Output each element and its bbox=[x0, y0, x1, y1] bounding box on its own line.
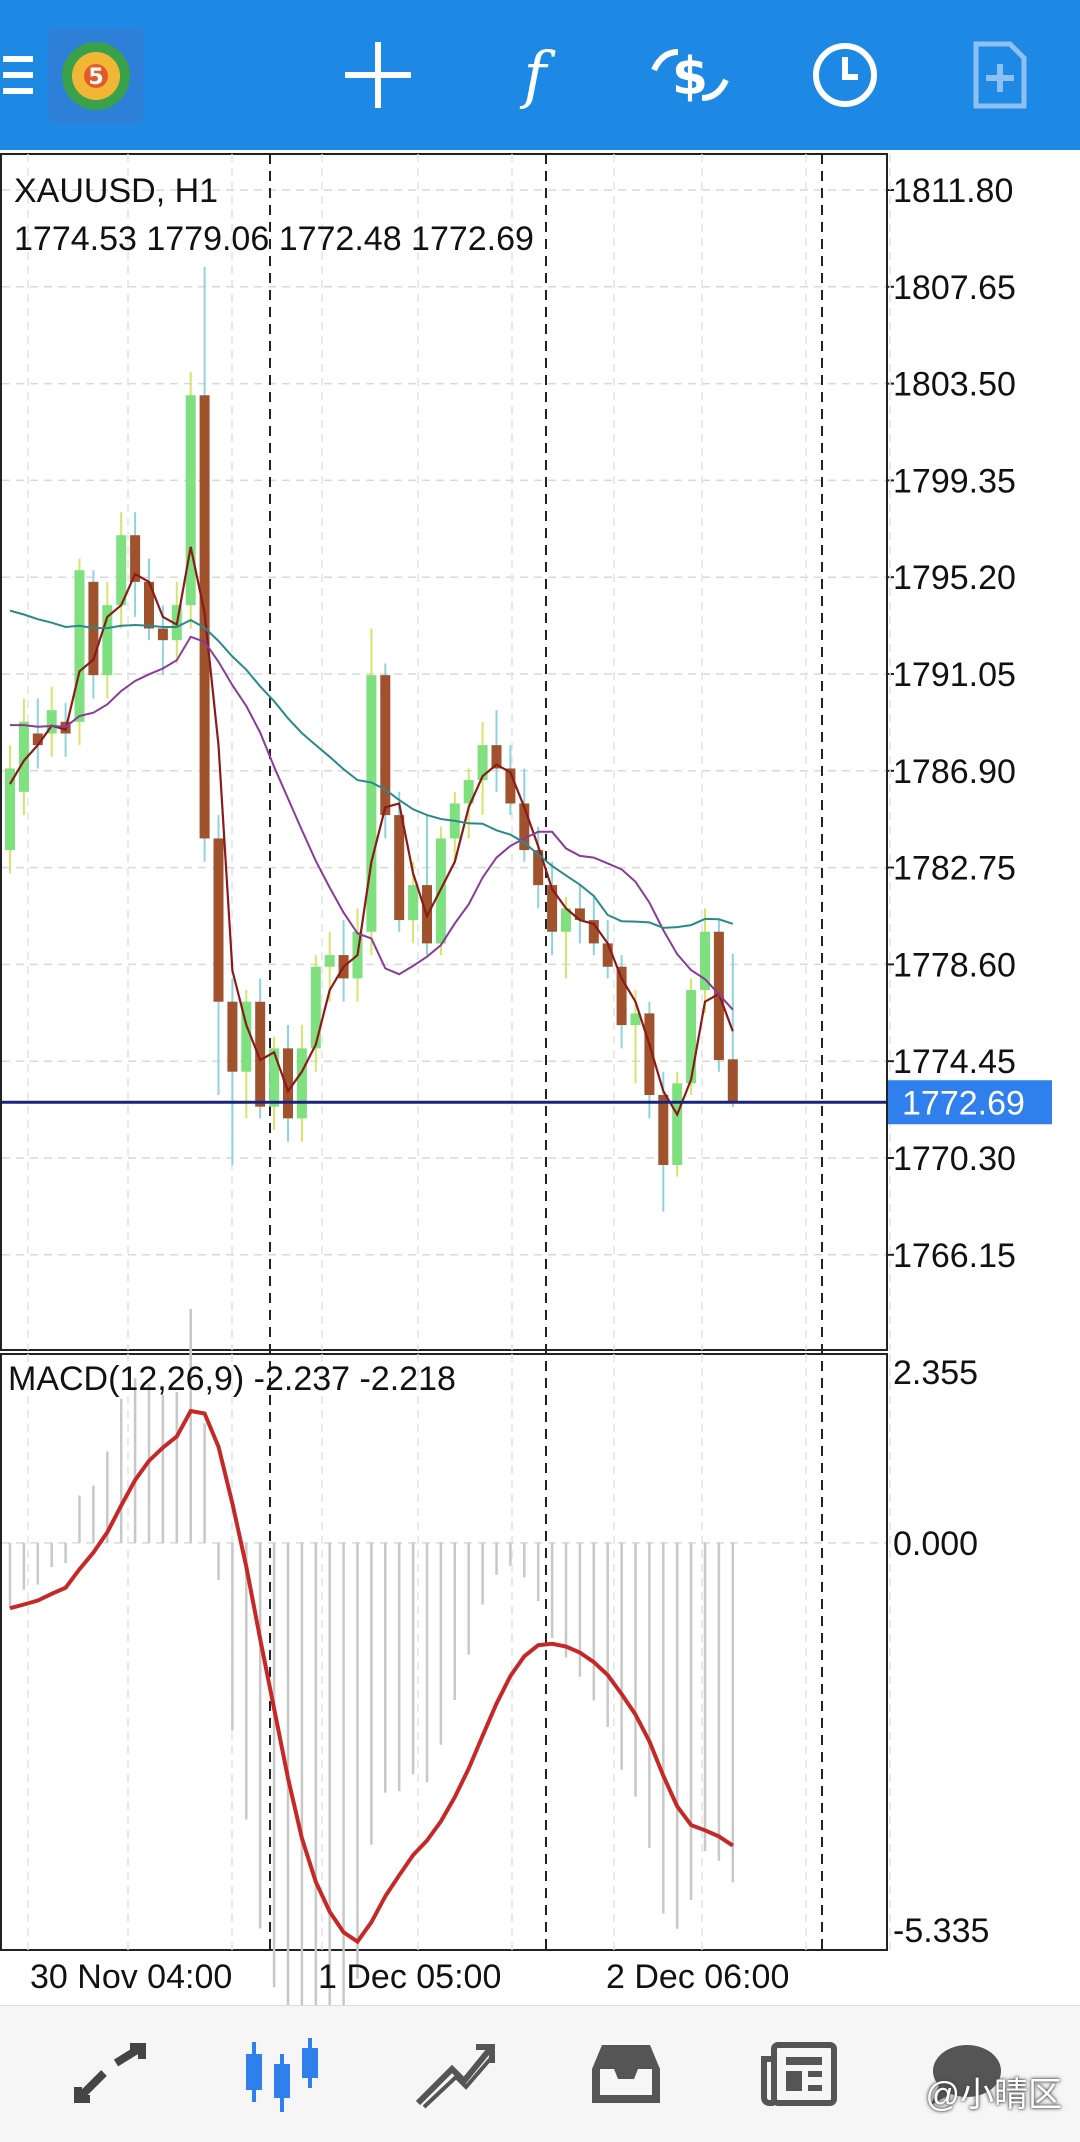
price-tick-label: 1766.15 bbox=[893, 1237, 1016, 1275]
candle-body bbox=[394, 815, 405, 921]
candle-body bbox=[602, 943, 613, 967]
candle-body bbox=[644, 1013, 655, 1096]
candle-body bbox=[185, 395, 196, 606]
candle-body bbox=[519, 803, 530, 851]
app-logo-icon[interactable]: 5 bbox=[48, 28, 144, 124]
candle-body bbox=[227, 1001, 238, 1072]
top-toolbar: 5 f $ bbox=[0, 0, 1080, 150]
candle-body bbox=[283, 1048, 293, 1119]
candle-body bbox=[616, 966, 627, 1026]
current-price-label: 1772.69 bbox=[902, 1084, 1025, 1122]
candle-body bbox=[296, 1048, 307, 1119]
candle-body bbox=[366, 675, 377, 932]
new-order-icon[interactable] bbox=[970, 0, 1030, 150]
candle-body bbox=[491, 745, 502, 769]
watermark-text: @小晴区 bbox=[925, 2076, 1062, 2114]
candle-body bbox=[463, 780, 474, 804]
candle-body bbox=[18, 721, 29, 792]
macd-label: MACD(12,26,9) -2.237 -2.218 bbox=[8, 1360, 456, 1398]
time-axis-label: 30 Nov 04:00 bbox=[30, 1958, 232, 1996]
candle-body bbox=[561, 908, 571, 932]
candle-body bbox=[686, 990, 697, 1084]
messages-icon[interactable] bbox=[905, 2006, 1025, 2142]
candle-body bbox=[324, 955, 335, 967]
candle-body bbox=[588, 920, 599, 944]
current-price-tag bbox=[888, 1080, 1052, 1125]
price-tick-label: 1774.45 bbox=[893, 1043, 1016, 1081]
price-tick-label: 1778.60 bbox=[893, 946, 1016, 984]
trade-icon[interactable] bbox=[394, 2006, 514, 2142]
candle-body bbox=[116, 535, 127, 606]
candle-body bbox=[533, 850, 544, 886]
candle-body bbox=[46, 710, 57, 734]
indicators-icon[interactable]: f bbox=[500, 0, 570, 150]
macd-signal-line bbox=[9, 1408, 734, 1945]
price-tick-label: 1807.65 bbox=[893, 269, 1016, 307]
candle-body bbox=[255, 1001, 266, 1107]
news-icon[interactable] bbox=[740, 2006, 860, 2142]
price-tick-label: 1795.20 bbox=[893, 559, 1016, 597]
candle-body bbox=[672, 1083, 683, 1165]
history-icon[interactable] bbox=[566, 2006, 686, 2142]
ma-fast-line bbox=[9, 546, 734, 1117]
candle-body bbox=[130, 535, 141, 582]
candle-body bbox=[700, 931, 710, 991]
macd-tick-label: 0.000 bbox=[893, 1525, 978, 1563]
time-axis-label: 1 Dec 05:00 bbox=[318, 1958, 501, 1996]
chart-area[interactable]: 1811.80 1807.65 1803.50 1799.35 1795.20 1791.… bbox=[0, 150, 1080, 2005]
menu-icon[interactable] bbox=[0, 0, 40, 150]
candle-body bbox=[310, 966, 321, 1049]
candle-body bbox=[5, 768, 15, 851]
price-tick-label: 1782.75 bbox=[893, 850, 1016, 888]
candle-body bbox=[574, 908, 585, 921]
main-plot-frame bbox=[0, 153, 888, 1351]
price-tick-label: 1791.05 bbox=[893, 656, 1016, 694]
candle-body bbox=[157, 628, 168, 641]
candle-body bbox=[477, 745, 488, 781]
candle-body bbox=[547, 885, 558, 932]
candle-body bbox=[74, 570, 85, 722]
candle-body bbox=[32, 733, 43, 746]
macd-tick-label: 2.355 bbox=[893, 1354, 978, 1392]
candle-body bbox=[241, 1001, 252, 1072]
symbols-icon[interactable]: $ bbox=[648, 0, 732, 150]
ma-slow-line bbox=[9, 609, 734, 929]
price-tick-label: 1811.80 bbox=[893, 172, 1013, 210]
quotes-icon[interactable] bbox=[50, 2006, 170, 2142]
symbol-label: XAUUSD, H1 bbox=[14, 172, 219, 210]
price-chart[interactable]: 1811.80 1807.65 1803.50 1799.35 1795.20 1791.… bbox=[0, 150, 1080, 2005]
candle-body bbox=[102, 605, 113, 676]
candle-body bbox=[213, 838, 224, 1002]
ohlc-label: 1774.53 1779.06 1772.48 1772.69 bbox=[14, 220, 534, 258]
svg-text:f: f bbox=[520, 40, 557, 110]
candle-body bbox=[408, 885, 419, 921]
price-tick-label: 1803.50 bbox=[893, 366, 1016, 404]
candle-body bbox=[505, 768, 516, 804]
candle-body bbox=[727, 1059, 738, 1103]
macd-plot-frame bbox=[0, 1353, 888, 1951]
candle-body bbox=[658, 1095, 669, 1165]
candle-body bbox=[630, 1013, 641, 1026]
ma-mid-line bbox=[10, 635, 734, 1011]
bottom-nav: @小晴区 bbox=[0, 2005, 1080, 2142]
price-tick-label: 1799.35 bbox=[893, 462, 1016, 500]
svg-text:5: 5 bbox=[88, 65, 103, 90]
candle-body bbox=[380, 675, 391, 816]
candle-body bbox=[144, 581, 154, 629]
timeframe-icon[interactable] bbox=[810, 0, 880, 150]
macd-tick-label: -5.335 bbox=[893, 1912, 989, 1950]
price-tick-label: 1786.90 bbox=[893, 753, 1016, 791]
candle-body bbox=[269, 1048, 280, 1107]
chart-icon[interactable] bbox=[222, 2006, 342, 2142]
price-tick-label: 1770.30 bbox=[893, 1140, 1016, 1178]
crosshair-icon[interactable] bbox=[338, 0, 418, 150]
time-axis-label: 2 Dec 06:00 bbox=[606, 1958, 789, 1996]
